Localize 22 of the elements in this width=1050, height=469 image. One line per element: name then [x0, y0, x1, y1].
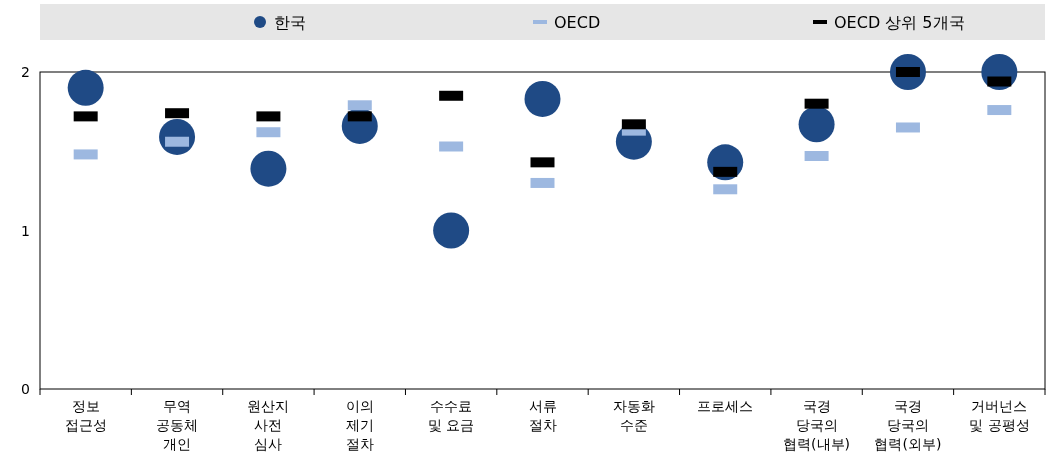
x-tick-label: 거버넌스 및 공평성 [969, 398, 1030, 433]
x-tick-label: 수수료 및 요금 [427, 398, 475, 433]
x-tick-label: 이의 제기 절차 [345, 398, 374, 452]
y-tick-label: 1 [21, 222, 30, 239]
x-tick-label: 국경 당국의 협력(내부) [783, 398, 851, 452]
point [798, 106, 835, 143]
x-tick-label: 자동화 수준 [612, 398, 655, 433]
legend-label: 한국 [274, 13, 306, 32]
legend-label: OECD [554, 13, 601, 32]
x-tick-label: 프로세스 [697, 398, 754, 414]
x-tick-label: 무역 공동체 개인 [156, 398, 199, 452]
x-tick-label: 원산지 사전 심사 [247, 398, 290, 452]
y-tick-label: 2 [21, 64, 30, 80]
point [524, 80, 561, 117]
x-tick-label: 정보 접근성 [64, 398, 107, 433]
y-tick-label: 0 [21, 381, 30, 397]
point [250, 150, 287, 187]
x-tick-label: 국경 당국의 협력(외부) [874, 398, 942, 452]
point [433, 212, 470, 249]
x-tick-label: 서류 절차 [528, 398, 557, 433]
legend-label: OECD 상위 5개국 [834, 13, 965, 32]
point [67, 69, 104, 106]
